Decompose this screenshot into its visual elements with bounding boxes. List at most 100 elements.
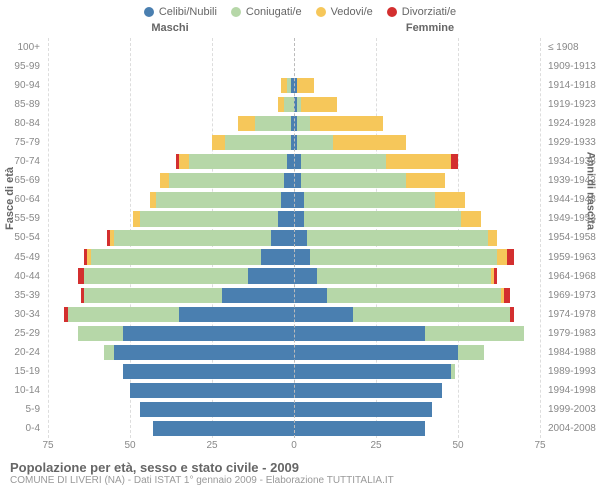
birth-year-label: 1924-1928 [544,114,600,133]
segment-s [294,307,353,322]
segment-w [301,97,337,112]
segment-s [123,364,294,379]
male-bar [48,211,294,226]
segment-d [507,249,514,264]
segment-s [248,268,294,283]
birth-year-label: 1954-1958 [544,228,600,247]
male-bar [48,154,294,169]
male-bar [48,288,294,303]
male-bar [48,402,294,417]
birth-year-label: 1914-1918 [544,76,600,95]
female-bar [294,326,540,341]
x-tick: 75 [42,440,53,451]
segment-c [91,249,262,264]
x-tick: 25 [206,440,217,451]
female-bar [294,364,540,379]
female-bar [294,173,540,188]
birth-year-label: 1939-1943 [544,171,600,190]
segment-c [353,307,510,322]
segment-c [301,154,386,169]
segment-s [294,288,327,303]
segment-s [140,402,294,417]
segment-c [169,173,284,188]
x-tick: 50 [124,440,135,451]
birth-year-label: 2004-2008 [544,419,600,438]
male-bar [48,383,294,398]
female-bar [294,97,540,112]
segment-d [504,288,511,303]
legend-item: Celibi/Nubili [144,6,217,18]
center-axis [294,38,295,438]
segment-s [294,249,310,264]
legend-label: Celibi/Nubili [159,6,217,18]
segment-w [160,173,170,188]
segment-s [281,192,294,207]
male-bar [48,59,294,74]
age-label: 100+ [0,38,44,57]
segment-c [304,211,461,226]
segment-d [494,268,497,283]
y-axis-right: ≤ 19081909-19131914-19181919-19231924-19… [544,38,600,438]
age-label: 0-4 [0,419,44,438]
male-bar [48,97,294,112]
male-bar [48,78,294,93]
chart-subtitle: COMUNE DI LIVERI (NA) - Dati ISTAT 1° ge… [10,475,590,486]
female-bar [294,135,540,150]
segment-c [297,116,310,131]
chart-title: Popolazione per età, sesso e stato civil… [10,460,590,475]
male-bar [48,173,294,188]
female-label: Femmine [300,22,600,34]
legend-label: Vedovi/e [331,6,373,18]
male-bar [48,230,294,245]
female-bar [294,288,540,303]
female-bar [294,230,540,245]
segment-s [294,326,425,341]
female-bar [294,268,540,283]
legend-swatch [144,7,154,17]
segment-c [307,230,487,245]
male-bar [48,116,294,131]
segment-w [488,230,498,245]
age-label: 45-49 [0,248,44,267]
age-label: 15-19 [0,362,44,381]
female-bar [294,249,540,264]
x-tick: 75 [534,440,545,451]
legend: Celibi/NubiliConiugati/eVedovi/eDivorzia… [0,0,600,20]
segment-w [406,173,445,188]
segment-c [301,173,406,188]
x-tick: 0 [291,440,297,451]
segment-c [255,116,291,131]
birth-year-label: 1919-1923 [544,95,600,114]
x-tick: 25 [370,440,381,451]
chart-footer: Popolazione per età, sesso e stato civil… [0,454,600,486]
segment-c [156,192,281,207]
segment-c [317,268,491,283]
age-label: 65-69 [0,171,44,190]
segment-w [238,116,254,131]
segment-s [278,211,294,226]
segment-s [222,288,294,303]
segment-c [68,307,180,322]
birth-year-label: 1979-1983 [544,324,600,343]
y-axis-left: 100+95-9990-9485-8980-8475-7970-7465-696… [0,38,44,438]
x-tick: 50 [452,440,463,451]
age-label: 30-34 [0,305,44,324]
male-bar [48,40,294,55]
legend-swatch [231,7,241,17]
segment-s [130,383,294,398]
segment-c [425,326,523,341]
male-bar [48,192,294,207]
segment-s [294,383,442,398]
age-label: 5-9 [0,400,44,419]
x-axis: 7550250255075 [48,440,540,454]
age-label: 80-84 [0,114,44,133]
birth-year-label: 1959-1963 [544,248,600,267]
segment-w [297,78,313,93]
segment-w [179,154,189,169]
segment-s [294,268,317,283]
male-bar [48,249,294,264]
age-label: 50-54 [0,228,44,247]
male-bar [48,135,294,150]
segment-w [461,211,481,226]
segment-c [451,364,454,379]
